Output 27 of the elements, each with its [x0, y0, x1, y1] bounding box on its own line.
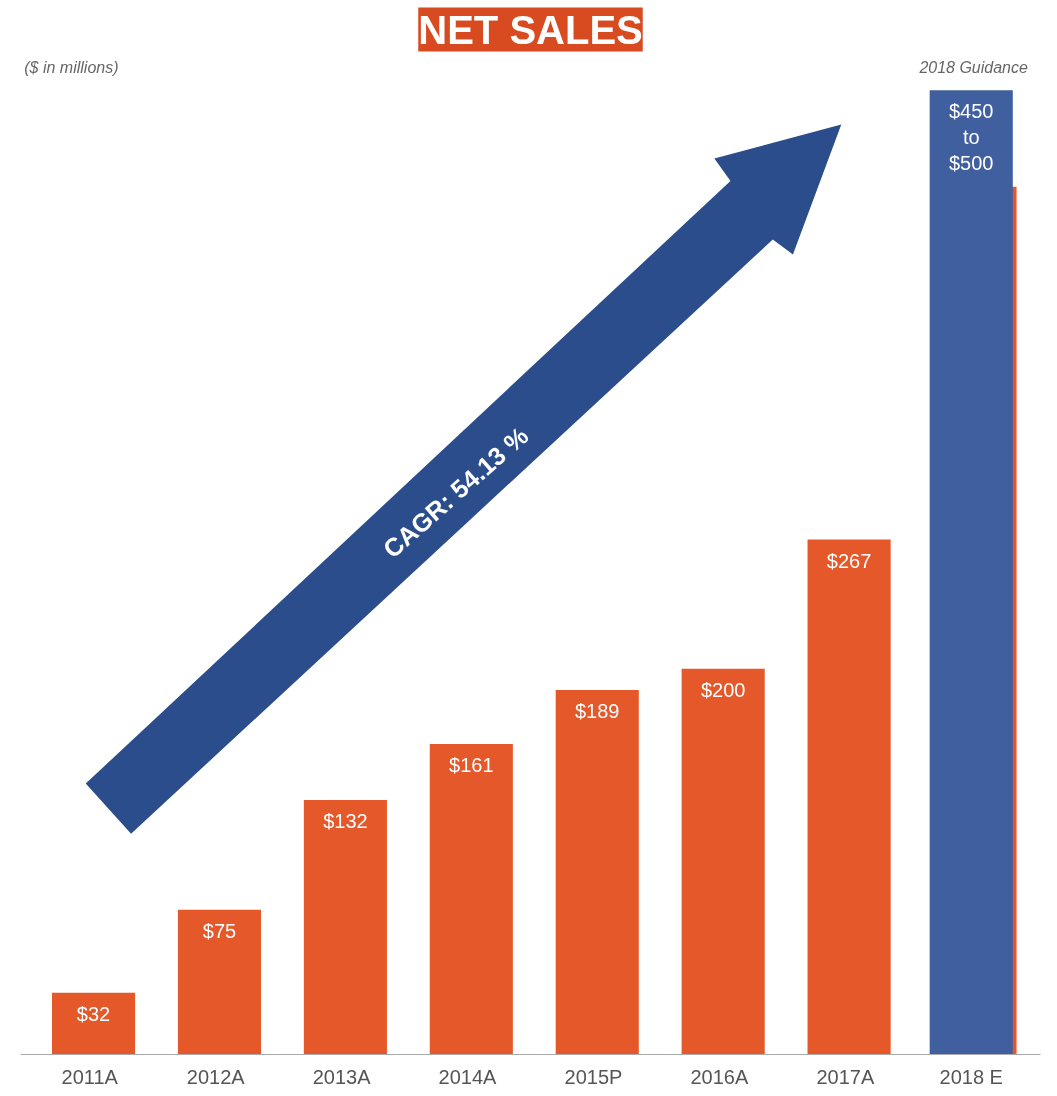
data-label: $32	[76, 1002, 111, 1025]
bar	[51, 992, 136, 1055]
data-label: $132	[323, 809, 368, 832]
data-label: $200	[700, 678, 746, 701]
bar	[929, 90, 1013, 1055]
x-tick-label: 2016A	[690, 1065, 749, 1088]
bar	[681, 668, 765, 1055]
x-tick-label: 2013A	[312, 1065, 372, 1088]
x-tick-label: 2014A	[438, 1065, 498, 1088]
x-tick-label: 2015P	[564, 1065, 623, 1088]
x-tick-label: 2011A	[61, 1065, 119, 1088]
x-tick-label: 2018 E	[939, 1065, 1003, 1088]
data-label: $450 to $500	[948, 100, 994, 175]
text: ($ in millions)	[24, 58, 119, 76]
data-label: $267	[826, 549, 872, 572]
bar	[177, 909, 262, 1055]
data-label: $189	[574, 700, 620, 723]
x-tick-label: 2017A	[816, 1065, 875, 1088]
chart-title: NET SALES	[418, 7, 643, 52]
bar	[555, 690, 639, 1055]
annotation: 2018 Guidance	[918, 59, 1029, 77]
x-tick-label: 2012A	[186, 1065, 246, 1088]
bar	[807, 539, 891, 1055]
bar	[303, 799, 387, 1055]
bar	[429, 744, 513, 1055]
data-label: $75	[202, 919, 237, 942]
data-label: $161	[449, 754, 494, 777]
